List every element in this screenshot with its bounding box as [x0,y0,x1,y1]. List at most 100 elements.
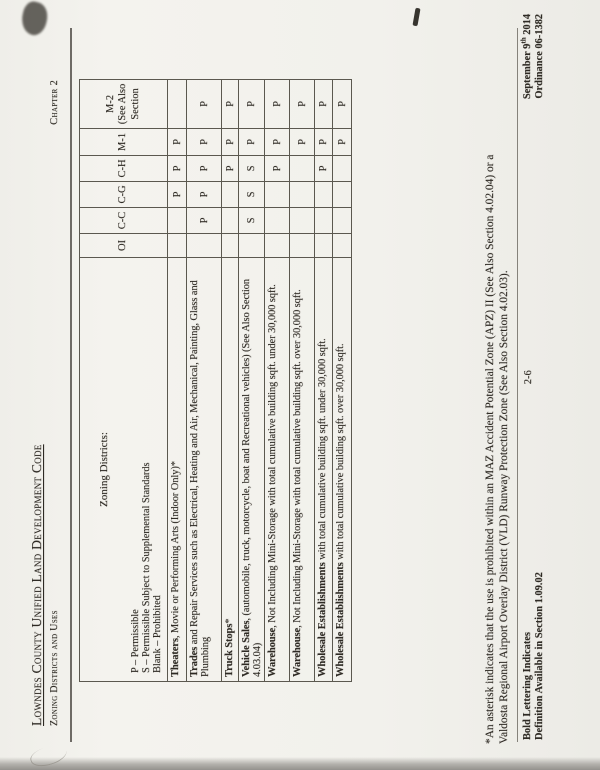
permission-cell [289,207,315,234]
permission-cell: P [332,128,352,156]
use-description-rest: , (automobile, truck, motorcycle, boat a… [241,279,263,677]
permission-cell: P [314,128,333,156]
use-row: Warehouse, Not Including Mini-Storage wi… [264,79,290,682]
footnote-line-2: Valdosta Regional Airport Overlay Distri… [497,270,510,744]
footer-ordinance: Ordinance 06-1382 [534,14,546,99]
permission-cell: P [186,128,222,156]
district-header-m-2: M-2 (See Also Section [79,79,168,129]
use-row: Warehouse, Not Including Mini-Storage wi… [289,79,315,682]
district-header-line: OI [117,239,129,252]
permission-cell [332,181,352,208]
use-description-rest: , Not Including Mini-Storage with total … [267,284,278,628]
permission-cell: P [221,79,239,129]
document-title: Lowndes County Unified Land Development … [29,444,44,726]
district-header-line: C-G [117,185,129,204]
district-header-line: C-H [117,159,129,178]
zoning-districts-label: Zoning Districts: [98,432,110,507]
footer-date-day: September 9 [522,43,533,100]
permission-cell: P [264,128,290,156]
use-description: Truck Stops* [221,257,239,682]
use-description: Warehouse, Not Including Mini-Storage wi… [289,257,315,682]
permission-cell [221,181,239,208]
permission-cell [264,207,290,234]
use-description-rest: and Repair Services such as Electrical, … [189,280,211,677]
permission-cell: P [289,79,315,129]
use-description: Warehouse, Not Including Mini-Storage wi… [264,257,290,682]
use-description: Wholesale Establishments with total cumu… [314,257,333,682]
district-header-m-1: M-1 [79,128,168,156]
table-header-row: Zoning Districts: P – Permissible S – Per… [79,79,168,682]
legend-line: S – Permissible Subject to Supplemental … [140,462,152,674]
footer-date-ordinal: th [519,37,528,44]
permission-cell: S [238,181,265,208]
legend-line: P – Permissible [129,609,141,673]
use-description: Trades and Repair Services such as Elect… [186,257,222,682]
use-term-bold: Wholesale Establishments [317,562,328,677]
bold-lettering-note-line-1: Bold Lettering Indicates [522,632,533,740]
permission-cell: P [221,128,239,156]
document-subtitle: Zoning Districts and Uses [49,610,60,726]
scan-edge-artifact [0,757,600,770]
footnote-line-1: *An asterisk indicates that the use is p… [484,154,496,744]
legend-line: Blank – Prohibited [151,595,163,673]
permission-cell [264,233,290,258]
permission-cell [314,181,333,208]
district-header-oi: OI [79,233,168,258]
use-row: Trades and Repair Services such as Elect… [186,79,222,682]
district-header-c-g: C-G [79,181,168,208]
footer-rule [517,28,519,742]
permission-cell [289,181,315,208]
use-term-bold: Warehouse [267,627,278,677]
permission-cell [238,233,265,258]
permission-cell: P [221,155,239,182]
permission-cell: P [238,128,265,156]
permission-cell: P [167,128,187,156]
permission-cell: S [238,207,265,234]
permission-cell: P [186,207,222,234]
permission-cell: P [186,181,222,208]
use-row: Vehicle Sales, (automobile, truck, motor… [238,79,265,682]
footer-left: Bold Lettering Indicates Definition Avai… [522,572,547,740]
permission-cell: P [264,155,290,182]
district-header-line: C-C [117,211,129,230]
header-subrow: Zoning Districts and Uses Chapter 2 [49,80,60,726]
district-header-line: (See Also [117,83,129,125]
permission-cell [332,233,352,258]
scan-dash-artifact [412,7,421,27]
permission-cell [332,207,352,234]
use-row: Wholesale Establishments with total cumu… [332,79,352,682]
footer-date-year: 2014 [522,14,533,38]
permission-cell: P [167,181,187,208]
permission-cell [264,181,290,208]
permission-cell: P [238,79,265,129]
use-description: Theaters, Movie or Performing Arts (Indo… [167,257,187,682]
permission-cell [221,207,239,234]
use-description-rest: , Movie or Performing Arts (Indoor Only)… [170,461,181,639]
use-description-rest: , Not Including Mini-Storage with total … [292,289,303,628]
permission-cell [332,155,352,182]
permission-cell: S [238,155,265,182]
permission-cell [167,79,187,129]
use-term-bold: Vehicle Sales [241,620,252,677]
district-header-c-c: C-C [79,207,168,234]
header-rule [70,28,72,742]
permission-cell: P [314,155,333,182]
permission-cell [314,233,333,258]
use-description: Vehicle Sales, (automobile, truck, motor… [238,257,265,682]
permission-cell [186,233,222,258]
bold-lettering-note-line-2: Definition Available in Section 1.09.02 [534,572,546,740]
permission-cell [167,207,187,234]
use-term-bold: Warehouse [292,627,303,677]
permission-cell: P [264,79,290,129]
use-row: Wholesale Establishments with total cumu… [314,79,333,682]
permission-cell: P [186,155,222,182]
permission-cell [167,233,187,258]
permission-cell [314,207,333,234]
district-header-c-h: C-H [79,155,168,182]
use-term-bold: Wholesale Establishments [335,562,346,677]
permission-cell [289,233,315,258]
permission-cell: P [332,79,352,129]
use-term-bold: Theaters [170,638,181,677]
permission-cell: P [314,79,333,129]
